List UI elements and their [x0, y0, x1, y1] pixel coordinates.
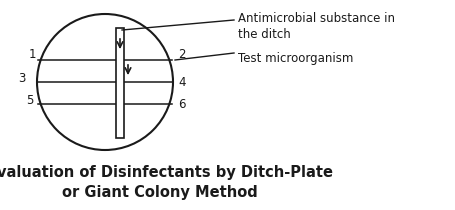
- Text: 5: 5: [26, 94, 34, 108]
- Text: Antimicrobial substance in: Antimicrobial substance in: [238, 12, 394, 25]
- Bar: [116, 28, 124, 138]
- Text: the ditch: the ditch: [238, 28, 290, 41]
- Text: Evaluation of Disinfectants by Ditch-Plate
or Giant Colony Method: Evaluation of Disinfectants by Ditch-Pla…: [0, 165, 332, 200]
- Text: Test microorganism: Test microorganism: [238, 52, 353, 65]
- Text: 2: 2: [177, 49, 185, 62]
- Text: 1: 1: [28, 49, 35, 62]
- Text: 6: 6: [177, 97, 185, 110]
- Text: 3: 3: [18, 71, 25, 84]
- Text: 4: 4: [177, 76, 185, 88]
